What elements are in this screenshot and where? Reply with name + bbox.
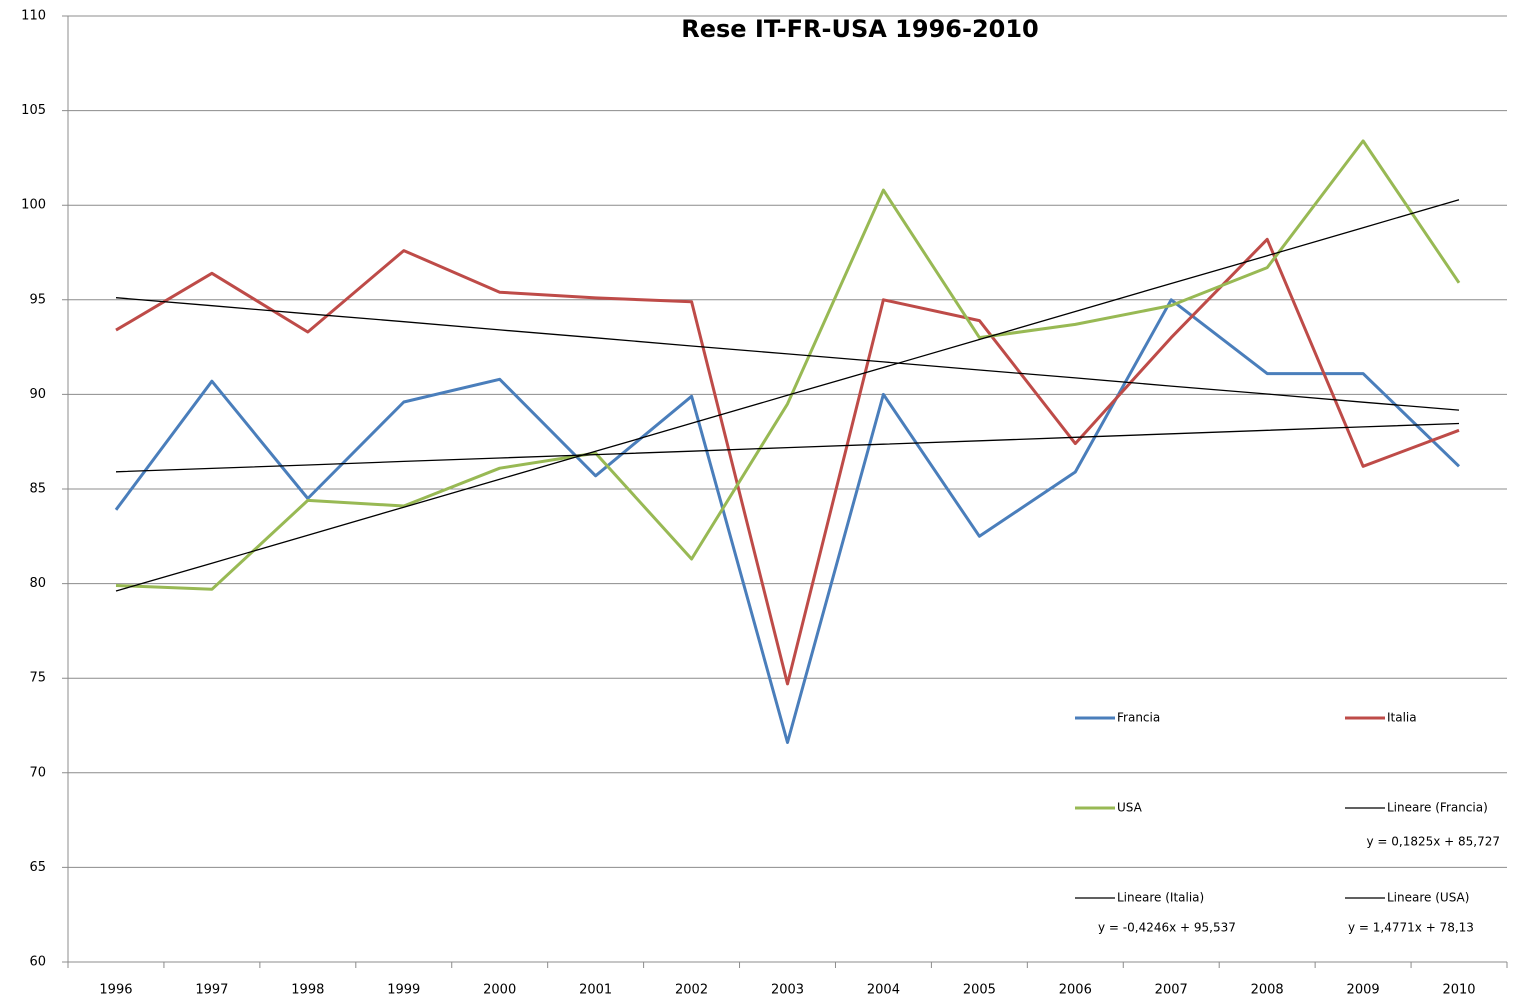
x-tick-label: 1996 xyxy=(99,983,132,998)
x-tick-label: 2001 xyxy=(579,983,612,998)
x-tick-label: 1998 xyxy=(291,983,324,998)
trend-equation: y = 1,4771x + 78,13 xyxy=(1348,921,1474,935)
series-line xyxy=(114,298,1461,744)
y-tick-label: 105 xyxy=(21,103,46,118)
legend-label: Italia xyxy=(1387,711,1417,725)
legend-label: USA xyxy=(1117,801,1143,815)
y-tick-label: 60 xyxy=(29,955,46,970)
x-tick-label: 1999 xyxy=(387,983,420,998)
y-tick-label: 90 xyxy=(29,387,46,402)
legend-label: Lineare (USA) xyxy=(1387,891,1469,905)
x-tick-label: 2000 xyxy=(483,983,516,998)
trend-equation: y = 0,1825x + 85,727 xyxy=(1366,835,1500,849)
x-tick-label: 2002 xyxy=(675,983,708,998)
x-tick-label: 2008 xyxy=(1251,983,1284,998)
series-line xyxy=(115,297,1460,411)
series-line xyxy=(115,139,1461,591)
series-line xyxy=(115,237,1460,686)
y-tick-label: 95 xyxy=(29,292,46,307)
y-tick-label: 85 xyxy=(29,482,46,497)
y-tick-label: 80 xyxy=(29,576,46,591)
y-tick-label: 100 xyxy=(21,198,46,213)
y-tick-label: 110 xyxy=(21,9,46,24)
legend-label: Francia xyxy=(1117,711,1160,725)
x-tick-label: 2006 xyxy=(1059,983,1092,998)
x-tick-label: 2004 xyxy=(867,983,900,998)
series-line xyxy=(115,199,1460,592)
x-tick-label: 2007 xyxy=(1155,983,1188,998)
legend-label: Lineare (Francia) xyxy=(1387,801,1488,815)
y-tick-label: 65 xyxy=(29,860,46,875)
x-tick-label: 2005 xyxy=(963,983,996,998)
y-tick-label: 70 xyxy=(29,765,46,780)
series-line xyxy=(115,422,1460,473)
trend-equation: y = -0,4246x + 95,537 xyxy=(1098,921,1236,935)
y-tick-label: 75 xyxy=(29,671,46,686)
x-tick-label: 2010 xyxy=(1442,983,1475,998)
legend-label: Lineare (Italia) xyxy=(1117,891,1204,905)
x-tick-label: 2003 xyxy=(771,983,804,998)
chart-title: Rese IT-FR-USA 1996-2010 xyxy=(681,15,1039,43)
x-tick-label: 1997 xyxy=(195,983,228,998)
x-tick-label: 2009 xyxy=(1347,983,1380,998)
